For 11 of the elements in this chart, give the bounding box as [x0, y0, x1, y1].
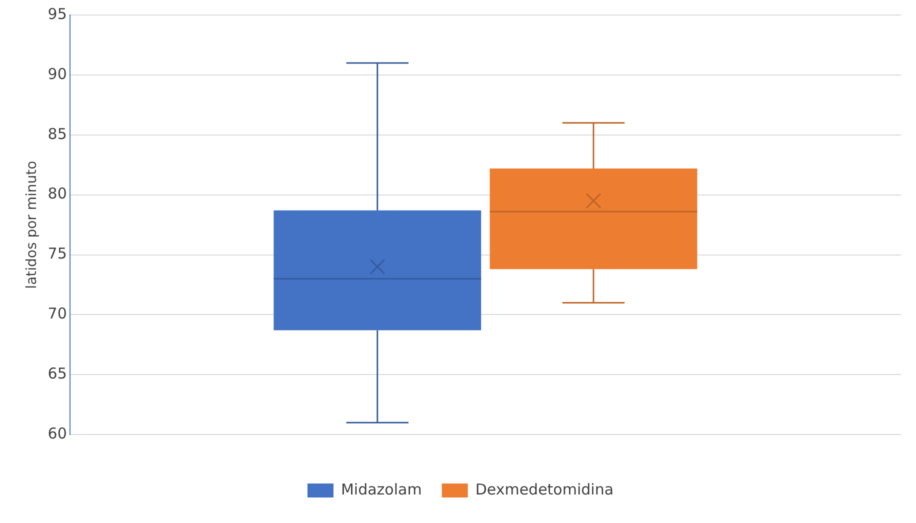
y-tick-label: 75	[48, 244, 67, 263]
y-tick-label: 85	[48, 124, 67, 143]
legend-label: Midazolam	[340, 480, 422, 498]
y-tick-label: 80	[48, 184, 67, 203]
y-tick-label: 70	[48, 304, 67, 323]
y-axis-title: latidos por minuto	[24, 160, 40, 289]
y-tick-label: 60	[48, 424, 67, 442]
y-tick-label: 95	[48, 4, 67, 23]
legend-label: Dexmedetomidina	[475, 480, 614, 498]
y-tick-label: 65	[48, 364, 67, 383]
y-tick-label: 90	[48, 64, 67, 83]
